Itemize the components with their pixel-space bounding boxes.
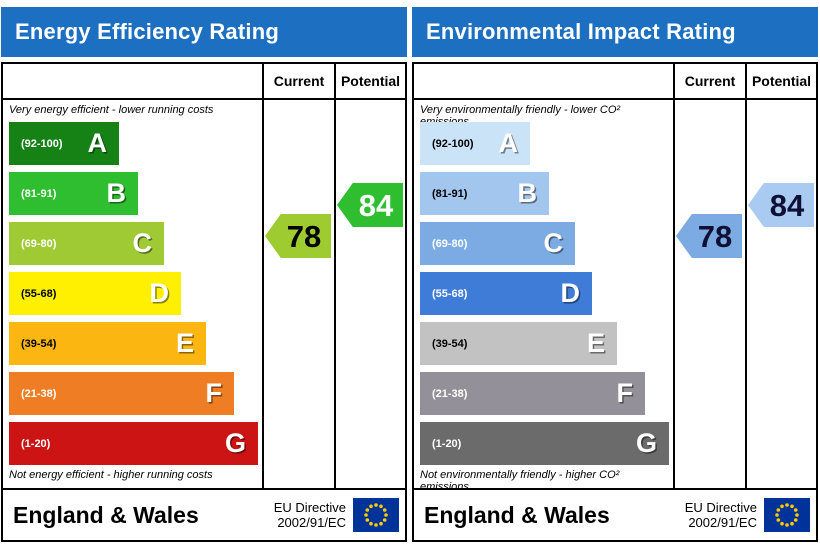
current-rating-value: 78 — [286, 218, 322, 254]
band-range-label: (92-100) — [432, 137, 474, 150]
band-letter-label: F — [616, 378, 634, 408]
band-g: (1-20) G — [420, 422, 669, 465]
band-range-label: (21-38) — [432, 387, 468, 400]
band-range-label: (1-20) — [21, 437, 51, 450]
band-e: (39-54) E — [9, 322, 206, 365]
band-letter-label: A — [498, 128, 519, 158]
band-b: (81-91) B — [9, 172, 138, 215]
potential-rating-value: 84 — [358, 187, 394, 223]
band-f: (21-38) F — [9, 372, 234, 415]
band-letter-label: C — [543, 228, 564, 258]
eu-directive-label: EU Directive 2002/91/EC — [685, 500, 757, 530]
band-letter-label: E — [586, 328, 605, 358]
band-letter-label: C — [132, 228, 153, 258]
eu-directive-line2: 2002/91/EC — [277, 515, 346, 530]
band-range-label: (69-80) — [21, 237, 57, 250]
potential-column-divider — [745, 64, 747, 490]
panel-footer: England & Wales EU Directive 2002/91/EC — [3, 490, 405, 540]
top-note: Very energy efficient - lower running co… — [9, 104, 214, 116]
band-f: (21-38) F — [420, 372, 645, 415]
band-letter-label: D — [560, 278, 581, 308]
band-letter-label: B — [517, 178, 538, 208]
band-range-label: (55-68) — [432, 287, 468, 300]
environmental-impact-panel: Environmental Impact Rating Current Pote… — [412, 0, 818, 547]
eu-directive-line1: EU Directive — [684, 500, 757, 515]
region-label: England & Wales — [424, 501, 610, 528]
current-column-divider — [262, 64, 264, 490]
potential-rating-arrow: 84 — [337, 183, 403, 227]
footer-divider — [414, 488, 816, 490]
band-range-label: (69-80) — [432, 237, 468, 250]
band-range-label: (39-54) — [21, 337, 57, 350]
potential-column-header: Potential — [340, 73, 401, 89]
band-g: (1-20) G — [9, 422, 258, 465]
potential-rating-arrow: 84 — [748, 183, 814, 227]
eu-flag-icon — [764, 498, 810, 532]
eu-directive-line1: EU Directive — [273, 500, 346, 515]
band-letter-label: A — [87, 128, 108, 158]
bottom-note: Not environmentally friendly - higher CO… — [420, 469, 620, 493]
panel-title: Energy Efficiency Rating — [15, 19, 279, 44]
band-range-label: (1-20) — [432, 437, 462, 450]
eu-directive-label: EU Directive 2002/91/EC — [274, 500, 346, 530]
band-a: (92-100) A — [9, 122, 119, 165]
band-letter-label: F — [205, 378, 223, 408]
band-c: (69-80) C — [9, 222, 164, 265]
potential-column-header: Potential — [751, 73, 812, 89]
band-letter-label: G — [635, 428, 657, 458]
current-column-header: Current — [273, 73, 325, 89]
band-letter-label: B — [106, 178, 127, 208]
potential-rating-value: 84 — [769, 187, 805, 223]
environmental-impact-title-bar: Environmental Impact Rating — [412, 7, 818, 57]
band-d: (55-68) D — [9, 272, 181, 315]
energy-efficiency-title-bar: Energy Efficiency Rating — [1, 7, 407, 57]
band-range-label: (92-100) — [21, 137, 63, 150]
band-letter-label: D — [149, 278, 170, 308]
current-column-divider — [673, 64, 675, 490]
footer-divider — [3, 488, 405, 490]
potential-column-divider — [334, 64, 336, 490]
environmental-impact-chart: Current Potential Very environmentally f… — [412, 62, 818, 542]
current-rating-value: 78 — [697, 218, 733, 254]
energy-efficiency-panel: Energy Efficiency Rating Current Potenti… — [1, 0, 407, 547]
band-letter-label: E — [175, 328, 194, 358]
band-e: (39-54) E — [420, 322, 617, 365]
band-range-label: (55-68) — [21, 287, 57, 300]
header-divider — [3, 98, 405, 100]
eu-flag-icon — [353, 498, 399, 532]
eu-directive-line2: 2002/91/EC — [688, 515, 757, 530]
band-letter-label: G — [224, 428, 246, 458]
bottom-note: Not energy efficient - higher running co… — [9, 469, 213, 481]
panel-footer: England & Wales EU Directive 2002/91/EC — [414, 490, 816, 540]
energy-efficiency-chart: Current Potential Very energy efficient … — [1, 62, 407, 542]
band-a: (92-100) A — [420, 122, 530, 165]
current-rating-arrow: 78 — [265, 214, 331, 258]
panel-title: Environmental Impact Rating — [426, 19, 736, 44]
band-range-label: (39-54) — [432, 337, 468, 350]
current-rating-arrow: 78 — [676, 214, 742, 258]
band-b: (81-91) B — [420, 172, 549, 215]
header-divider — [414, 98, 816, 100]
band-c: (69-80) C — [420, 222, 575, 265]
current-column-header: Current — [684, 73, 736, 89]
band-range-label: (81-91) — [432, 187, 468, 200]
region-label: England & Wales — [13, 501, 199, 528]
band-range-label: (81-91) — [21, 187, 57, 200]
band-range-label: (21-38) — [21, 387, 57, 400]
band-d: (55-68) D — [420, 272, 592, 315]
